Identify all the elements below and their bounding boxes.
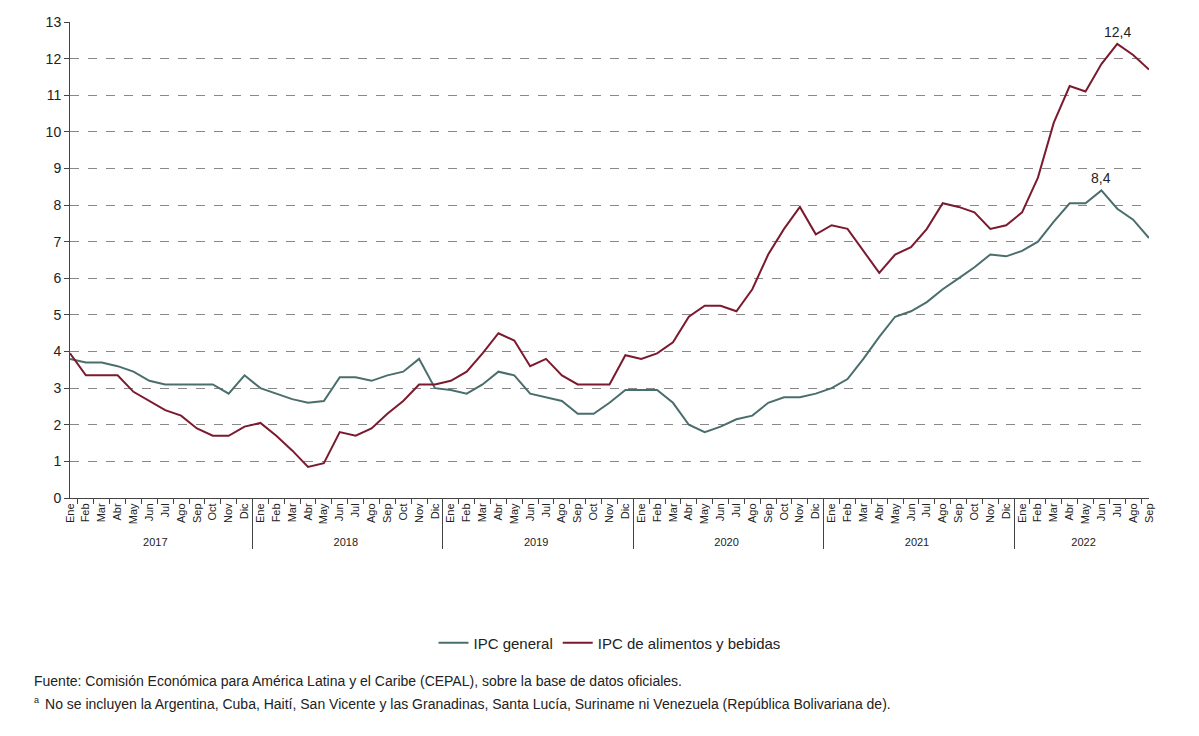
svg-text:2018: 2018 [334, 536, 358, 548]
svg-text:Mar: Mar [286, 503, 298, 522]
svg-text:Nov: Nov [793, 503, 805, 523]
svg-text:6: 6 [53, 270, 61, 286]
svg-text:2020: 2020 [714, 536, 738, 548]
svg-text:2021: 2021 [905, 536, 929, 548]
svg-text:Nov: Nov [413, 503, 425, 523]
svg-text:2: 2 [53, 417, 61, 433]
svg-text:Ene: Ene [444, 503, 456, 523]
svg-text:Jun: Jun [714, 503, 726, 521]
svg-text:Oct: Oct [206, 503, 218, 520]
svg-text:Feb: Feb [841, 503, 853, 522]
svg-text:9: 9 [53, 160, 61, 176]
svg-text:May: May [127, 503, 139, 524]
svg-text:5: 5 [53, 307, 61, 323]
svg-text:8,4: 8,4 [1091, 170, 1111, 186]
svg-text:Jul: Jul [159, 503, 171, 517]
svg-text:Jul: Jul [540, 503, 552, 517]
svg-text:Jul: Jul [1111, 503, 1123, 517]
svg-text:Abr: Abr [111, 503, 123, 520]
svg-text:May: May [698, 503, 710, 524]
svg-text:Dic: Dic [1000, 503, 1012, 519]
svg-text:Ago: Ago [555, 503, 567, 523]
html-text:a: a [34, 695, 39, 705]
svg-text:Ago: Ago [175, 503, 187, 523]
svg-text:Nov: Nov [984, 503, 996, 523]
svg-text:12: 12 [46, 51, 62, 67]
svg-text:Ago: Ago [936, 503, 948, 523]
svg-text:Jun: Jun [905, 503, 917, 521]
svg-text:Ene: Ene [825, 503, 837, 523]
svg-text:Feb: Feb [651, 503, 663, 522]
svg-text:Ago: Ago [746, 503, 758, 523]
svg-text:Jun: Jun [333, 503, 345, 521]
svg-text:Ene: Ene [1016, 503, 1028, 523]
svg-text:2019: 2019 [524, 536, 548, 548]
svg-text:10: 10 [46, 124, 62, 140]
svg-text:13: 13 [46, 14, 62, 30]
svg-text:May: May [317, 503, 329, 524]
svg-text:0: 0 [53, 490, 61, 506]
svg-text:IPC general: IPC general [474, 635, 553, 652]
svg-text:May: May [1079, 503, 1091, 524]
svg-text:Sep: Sep [191, 503, 203, 523]
svg-text:Ene: Ene [254, 503, 266, 523]
svg-text:Dic: Dic [429, 503, 441, 519]
svg-text:8: 8 [53, 197, 61, 213]
svg-text:Abr: Abr [492, 503, 504, 520]
svg-text:Mar: Mar [95, 503, 107, 522]
html-text:No se incluyen la Argentina, C: No se incluyen la Argentina, Cuba, Haití… [45, 695, 891, 712]
svg-text:Jun: Jun [143, 503, 155, 521]
svg-text:Dic: Dic [238, 503, 250, 519]
svg-text:7: 7 [53, 234, 61, 250]
svg-text:Abr: Abr [682, 503, 694, 520]
svg-text:Ene: Ene [635, 503, 647, 523]
svg-text:Sep: Sep [762, 503, 774, 523]
svg-text:Oct: Oct [778, 503, 790, 520]
svg-text:Dic: Dic [619, 503, 631, 519]
svg-text:Nov: Nov [222, 503, 234, 523]
svg-text:IPC de alimentos y bebidas: IPC de alimentos y bebidas [598, 635, 781, 652]
svg-text:11: 11 [47, 87, 62, 103]
svg-text:12,4: 12,4 [1104, 24, 1131, 40]
svg-text:Mar: Mar [667, 503, 679, 522]
svg-text:Sep: Sep [952, 503, 964, 523]
svg-text:Abr: Abr [873, 503, 885, 520]
html-text:Fuente: Comisión Económica par: Fuente: Comisión Económica para América … [34, 673, 682, 689]
svg-text:Mar: Mar [1047, 503, 1059, 522]
svg-text:Jun: Jun [1095, 503, 1107, 521]
svg-text:Nov: Nov [603, 503, 615, 523]
svg-text:Ene: Ene [64, 503, 76, 523]
svg-text:Mar: Mar [476, 503, 488, 522]
svg-text:1: 1 [53, 453, 61, 469]
svg-text:Jul: Jul [349, 503, 361, 517]
svg-text:Feb: Feb [270, 503, 282, 522]
svg-text:Jul: Jul [730, 503, 742, 517]
svg-text:Ago: Ago [1127, 503, 1139, 523]
svg-text:Abr: Abr [1063, 503, 1075, 520]
svg-text:Feb: Feb [1032, 503, 1044, 522]
svg-text:Sep: Sep [1143, 503, 1155, 523]
svg-text:Jun: Jun [524, 503, 536, 521]
svg-text:Sep: Sep [381, 503, 393, 523]
svg-text:Abr: Abr [302, 503, 314, 520]
svg-text:Feb: Feb [79, 503, 91, 522]
svg-text:Feb: Feb [460, 503, 472, 522]
svg-text:Dic: Dic [809, 503, 821, 519]
svg-text:Sep: Sep [571, 503, 583, 523]
svg-text:Oct: Oct [968, 503, 980, 520]
svg-text:2017: 2017 [143, 536, 167, 548]
svg-text:2022: 2022 [1071, 536, 1095, 548]
svg-text:4: 4 [53, 343, 61, 359]
svg-text:3: 3 [53, 380, 61, 396]
svg-text:Ago: Ago [365, 503, 377, 523]
svg-text:Oct: Oct [397, 503, 409, 520]
svg-text:May: May [508, 503, 520, 524]
svg-text:Oct: Oct [587, 503, 599, 520]
svg-text:Mar: Mar [857, 503, 869, 522]
svg-text:May: May [889, 503, 901, 524]
svg-text:Jul: Jul [920, 503, 932, 517]
